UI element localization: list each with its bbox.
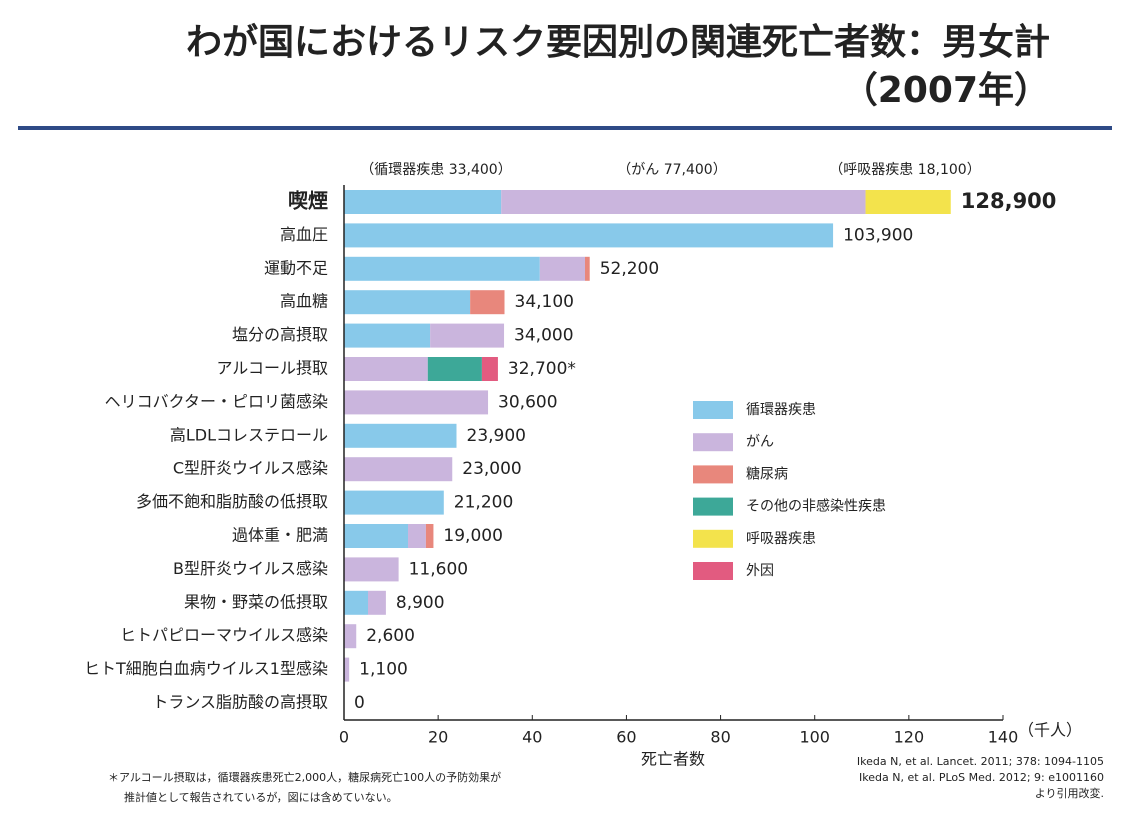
legend-swatch [693, 562, 733, 580]
category-label: ヘリコバクター・ピロリ菌感染 [105, 392, 328, 411]
value-label: 52,200 [600, 259, 659, 279]
category-label: 運動不足 [264, 258, 328, 277]
category-label: B型肝炎ウイルス感染 [173, 559, 328, 578]
value-label: 8,900 [396, 593, 445, 613]
value-label: 34,100 [515, 292, 574, 312]
category-label: C型肝炎ウイルス感染 [173, 459, 328, 478]
chart-subtitle: （2007年） [842, 70, 1050, 111]
bar-segment [344, 423, 457, 448]
legend-label: 循環器疾患 [746, 402, 816, 418]
chart-title: わが国におけるリスク要因別の関連死亡者数：男女計 [186, 22, 1050, 63]
legend-label: がん [746, 434, 774, 450]
category-label: 塩分の高摂取 [232, 325, 328, 344]
value-label: 21,200 [454, 493, 513, 513]
footnote: 推計値として報告されているが，図には含めていない。 [124, 790, 398, 804]
legend-swatch [693, 401, 733, 419]
category-label: アルコール摂取 [216, 359, 328, 378]
legend-label: その他の非感染性疾患 [746, 498, 886, 515]
bar-segment [539, 256, 586, 281]
bar-segment [368, 590, 386, 615]
value-label: 2,600 [366, 626, 415, 646]
category-label: ヒトパピローマウイルス感染 [120, 626, 328, 645]
annotation: （呼吸器疾患 18,100） [829, 162, 980, 178]
category-label: 多価不飽和脂肪酸の低摂取 [136, 492, 328, 511]
source: より引用改変. [1035, 786, 1104, 800]
x-tick-label: 100 [799, 728, 830, 747]
bar-segment [344, 357, 428, 381]
value-label: 32,700* [508, 359, 576, 379]
bar-segment [344, 624, 357, 649]
source: Ikeda N, et al. Lancet. 2011; 378: 1094-… [857, 755, 1104, 768]
footnote: ＊アルコール摂取は，循環器疾患死亡2,000人，糖尿病死亡100人の予防効果が [108, 770, 501, 784]
annotation: （がん 77,400） [617, 162, 726, 178]
bar-segment [344, 290, 471, 315]
bar-segment [344, 557, 399, 582]
bar-segment [344, 256, 540, 281]
bar-segment [585, 256, 590, 281]
value-label: 11,600 [409, 559, 468, 579]
bar-segment [481, 357, 498, 381]
legend-swatch [693, 497, 733, 516]
bar-segment [865, 190, 951, 214]
title-rule [18, 126, 1112, 130]
x-unit: （千人） [1018, 721, 1082, 740]
bar-segment [427, 357, 482, 381]
bar-segment [344, 223, 834, 248]
category-label: ヒトT細胞白血病ウイルス1型感染 [84, 659, 328, 678]
bar-segment [344, 323, 431, 348]
bar-segment [344, 657, 350, 682]
source: Ikeda N, et al. PLoS Med. 2012; 9: e1001… [859, 771, 1104, 784]
category-label: 果物・野菜の低摂取 [184, 592, 328, 611]
value-label: 23,900 [467, 426, 526, 446]
bar-segment [501, 190, 866, 214]
value-label: 1,100 [359, 660, 408, 680]
category-label: トランス脂肪酸の高摂取 [152, 693, 328, 712]
x-tick-label: 140 [988, 728, 1019, 747]
bar-segment [344, 590, 369, 615]
bar-segment [344, 190, 502, 214]
x-tick-label: 20 [428, 728, 448, 747]
legend-label: 呼吸器疾患 [746, 531, 816, 547]
value-label: 23,000 [462, 459, 521, 479]
bar-segment [344, 457, 453, 482]
category-label: 高血圧 [280, 225, 328, 244]
x-tick-label: 80 [710, 728, 730, 747]
x-tick-label: 60 [616, 728, 636, 747]
value-label: 0 [354, 693, 365, 713]
bar-segment [344, 524, 409, 548]
value-label: 103,900 [843, 225, 913, 245]
value-label: 34,000 [514, 326, 573, 346]
value-label: 19,000 [443, 526, 502, 546]
value-label: 128,900 [961, 189, 1057, 213]
legend-swatch [693, 529, 733, 548]
x-tick-label: 40 [522, 728, 542, 747]
legend-swatch [693, 465, 733, 484]
bar-segment [408, 524, 426, 548]
category-label: 喫煙 [288, 189, 328, 213]
legend-label: 外因 [746, 563, 774, 579]
x-axis-label: 死亡者数 [641, 750, 705, 769]
bar-segment [344, 390, 489, 415]
legend-label: 糖尿病 [746, 466, 788, 482]
annotation: （循環器疾患 33,400） [360, 162, 511, 178]
category-label: 高LDLコレステロール [170, 425, 328, 444]
bar-segment [470, 290, 505, 315]
value-label: 30,600 [498, 392, 557, 412]
x-tick-label: 120 [894, 728, 925, 747]
bar-segment [344, 490, 444, 515]
bar-segment [425, 524, 434, 548]
category-label: 過体重・肥満 [232, 526, 328, 545]
x-tick-label: 0 [339, 728, 349, 747]
legend-swatch [693, 433, 733, 452]
category-label: 高血糖 [280, 292, 328, 311]
bar-segment [430, 323, 505, 348]
